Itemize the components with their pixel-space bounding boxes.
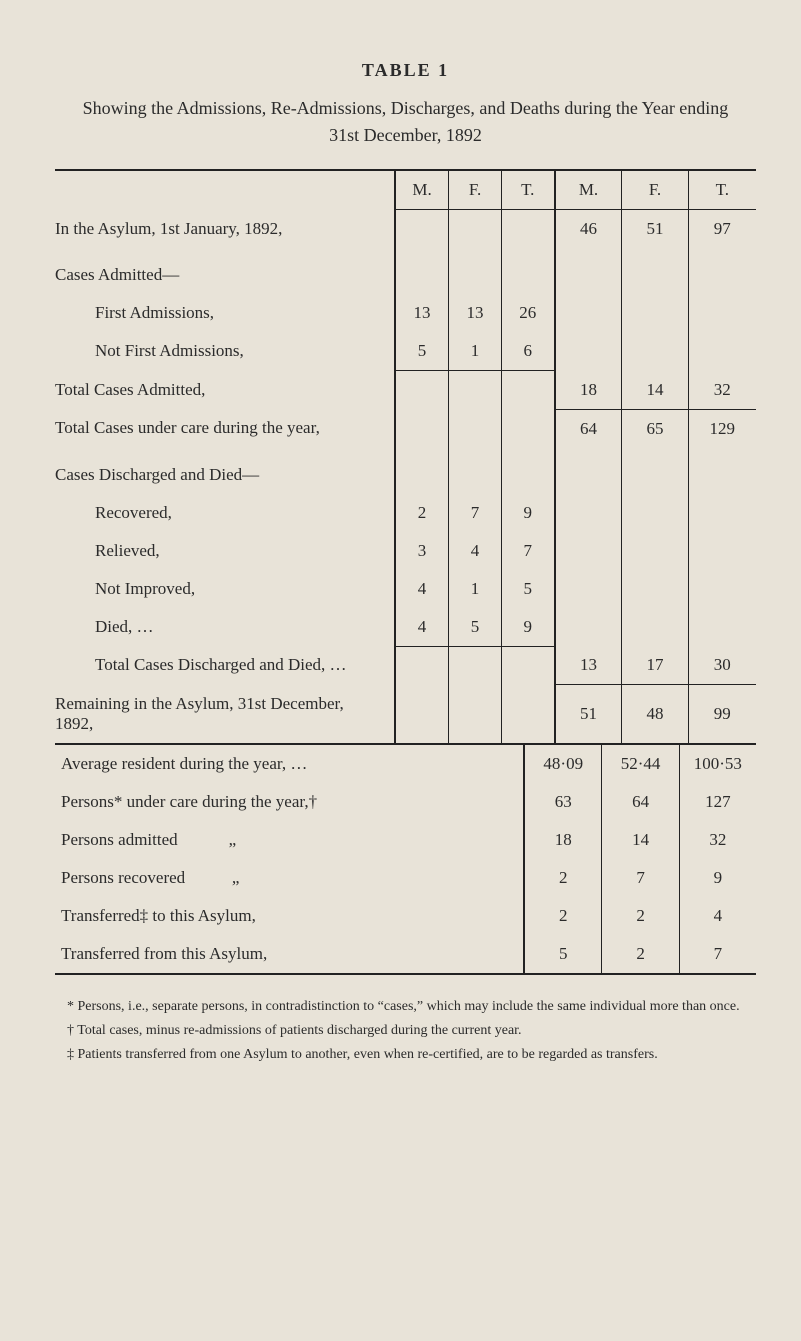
- row-recovered-label: Recovered,: [55, 494, 395, 532]
- cell: 7: [501, 532, 554, 570]
- cell: 5: [395, 332, 449, 371]
- row-persons-adm-label: Persons admitted „: [55, 821, 524, 859]
- cell: 52·44: [602, 745, 679, 783]
- cell: 13: [449, 294, 502, 332]
- cell: 2: [395, 494, 449, 532]
- col-t2: T.: [688, 170, 756, 210]
- cell: 2: [602, 935, 679, 974]
- footnotes: * Persons, i.e., separate persons, in co…: [55, 997, 756, 1066]
- row-transferred-from-label: Transferred from this Asylum,: [55, 935, 524, 974]
- cell: 48·09: [524, 745, 602, 783]
- cell: 100·53: [679, 745, 756, 783]
- cell: 48: [622, 685, 688, 744]
- col-f2: F.: [622, 170, 688, 210]
- cell: 5: [524, 935, 602, 974]
- cell: 14: [602, 821, 679, 859]
- row-relieved-label: Relieved,: [55, 532, 395, 570]
- cell: 5: [449, 608, 502, 647]
- cell: 3: [395, 532, 449, 570]
- cell: 9: [501, 494, 554, 532]
- cell: 18: [555, 371, 622, 410]
- cell: 17: [622, 646, 688, 685]
- row-first-adm-label: First Admissions,: [55, 294, 395, 332]
- cell: 46: [555, 210, 622, 249]
- col-t1: T.: [501, 170, 554, 210]
- cell: 6: [501, 332, 554, 371]
- averages-table: Average resident during the year, … 48·0…: [55, 745, 756, 975]
- cell: 64: [555, 409, 622, 448]
- cell: 51: [555, 685, 622, 744]
- col-m2: M.: [555, 170, 622, 210]
- cell: 4: [395, 570, 449, 608]
- footnote-b: † Total cases, minus re-admissions of pa…: [55, 1021, 756, 1041]
- cell: 32: [688, 371, 756, 410]
- row-persons-under-label: Persons* under care during the year,†: [55, 783, 524, 821]
- col-f1: F.: [449, 170, 502, 210]
- cell: 4: [395, 608, 449, 647]
- cell: 4: [679, 897, 756, 935]
- cell: 7: [602, 859, 679, 897]
- cell: 5: [501, 570, 554, 608]
- row-total-discharged-label: Total Cases Discharged and Died, …: [55, 646, 395, 685]
- row-not-first-label: Not First Admissions,: [55, 332, 395, 371]
- cell: 127: [679, 783, 756, 821]
- row-discharged-header: Cases Discharged and Died—: [55, 456, 395, 494]
- cell: 51: [622, 210, 688, 249]
- cell: 9: [501, 608, 554, 647]
- cell: 2: [524, 859, 602, 897]
- cell: 65: [622, 409, 688, 448]
- cell: 1: [449, 570, 502, 608]
- cell: 63: [524, 783, 602, 821]
- row-not-improved-label: Not Improved,: [55, 570, 395, 608]
- cell: 2: [602, 897, 679, 935]
- cell: 2: [524, 897, 602, 935]
- cell: 1: [449, 332, 502, 371]
- cell: 30: [688, 646, 756, 685]
- row-total-adm-label: Total Cases Admitted,: [55, 371, 395, 410]
- row-cases-admitted-header: Cases Admitted—: [55, 256, 395, 294]
- row-under-care-label: Total Cases under care during the year,: [55, 409, 395, 448]
- page: TABLE 1 Showing the Admissions, Re-Admis…: [0, 0, 801, 1341]
- row-died-label: Died, …: [55, 608, 395, 647]
- col-m1: M.: [395, 170, 449, 210]
- row-in-asylum-label: In the Asylum, 1st January, 1892,: [55, 210, 395, 249]
- main-table: M. F. T. M. F. T. In the Asylum, 1st Jan…: [55, 169, 756, 745]
- row-persons-rec-label: Persons recovered „: [55, 859, 524, 897]
- table-title: TABLE 1: [55, 60, 756, 81]
- cell: 64: [602, 783, 679, 821]
- row-transferred-to-label: Transferred‡ to this Asylum,: [55, 897, 524, 935]
- cell: 97: [688, 210, 756, 249]
- cell: 18: [524, 821, 602, 859]
- cell: 13: [395, 294, 449, 332]
- cell: 7: [449, 494, 502, 532]
- cell: 13: [555, 646, 622, 685]
- cell: 4: [449, 532, 502, 570]
- cell: 14: [622, 371, 688, 410]
- cell: 32: [679, 821, 756, 859]
- footnote-a: * Persons, i.e., separate persons, in co…: [55, 997, 756, 1017]
- cell: 26: [501, 294, 554, 332]
- table-subtitle: Showing the Admissions, Re-Admissions, D…: [66, 95, 746, 149]
- cell: 99: [688, 685, 756, 744]
- row-avg-resident-label: Average resident during the year, …: [55, 745, 524, 783]
- footnote-c: ‡ Patients transferred from one Asylum t…: [55, 1045, 756, 1065]
- cell: 7: [679, 935, 756, 974]
- cell: 9: [679, 859, 756, 897]
- cell: 129: [688, 409, 756, 448]
- row-remaining-label: Remaining in the Asylum, 31st December, …: [55, 685, 395, 744]
